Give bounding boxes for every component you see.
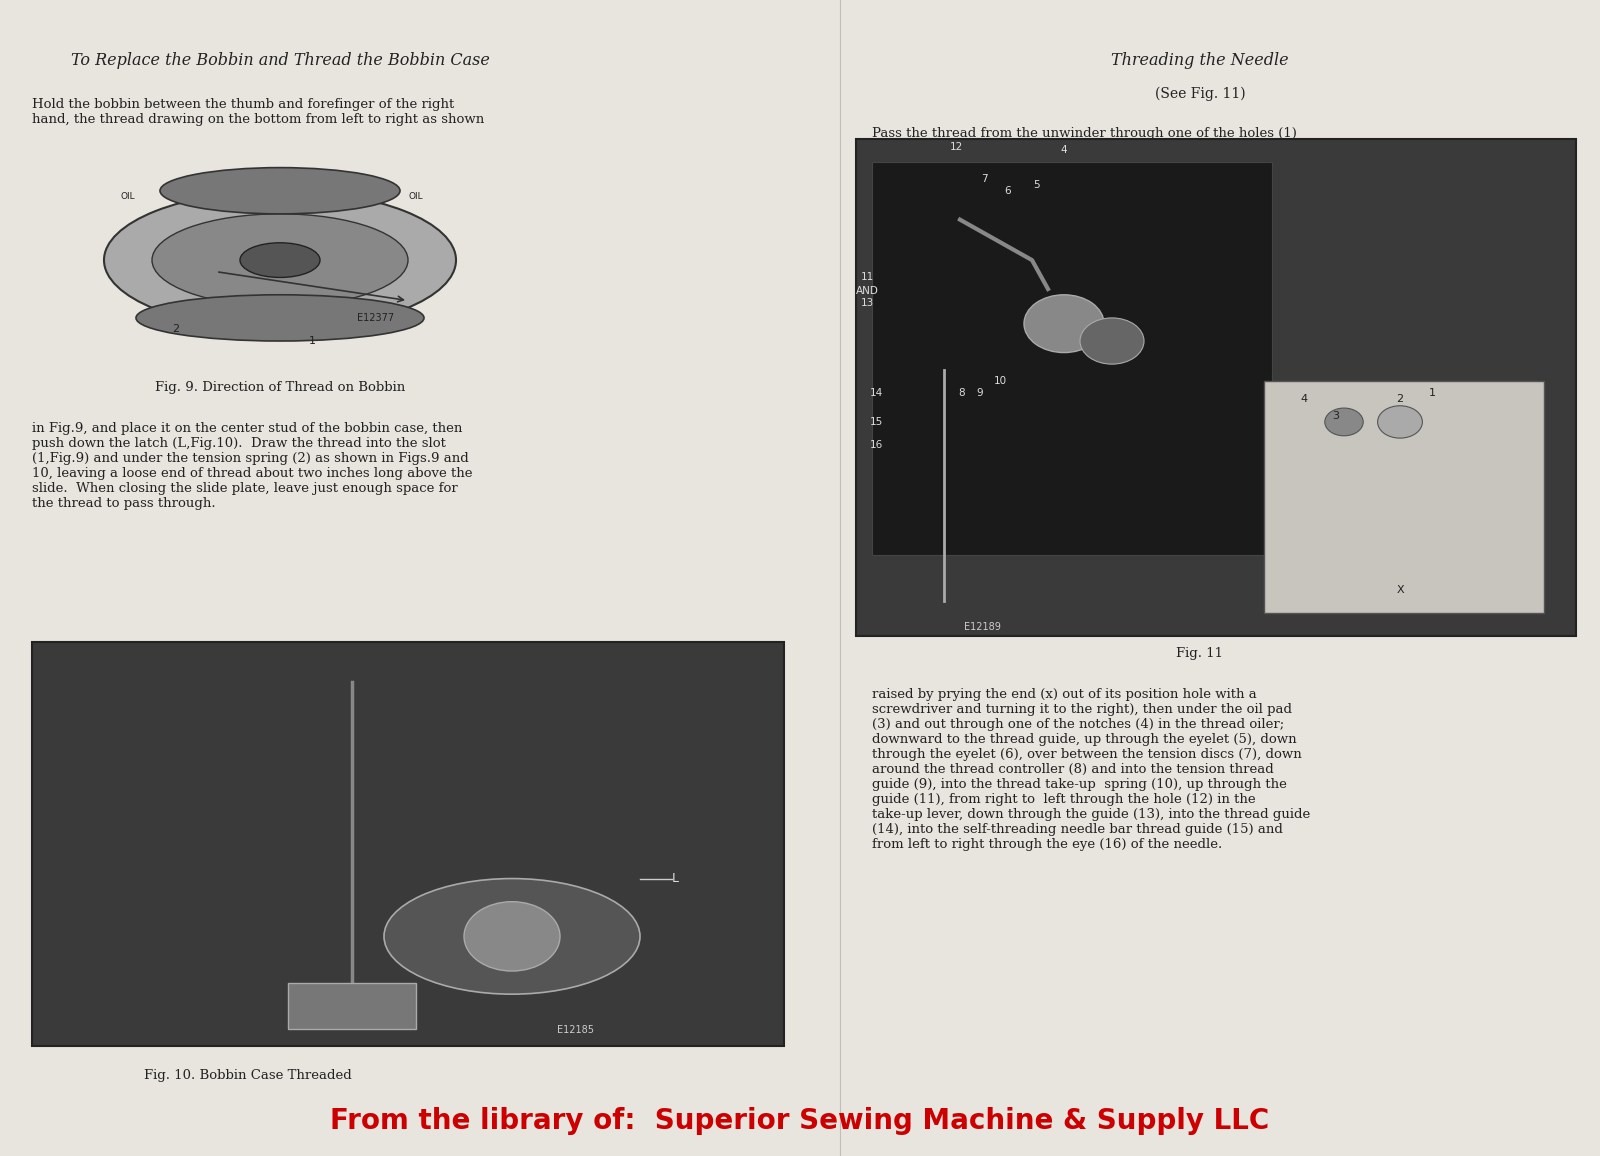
FancyBboxPatch shape <box>1264 381 1544 613</box>
FancyBboxPatch shape <box>872 162 1272 555</box>
Text: 4: 4 <box>1301 394 1307 403</box>
Text: raised by prying the end (x) out of its position hole with a
screwdriver and tur: raised by prying the end (x) out of its … <box>872 688 1310 851</box>
Circle shape <box>1080 318 1144 364</box>
Circle shape <box>1325 408 1363 436</box>
Text: 6: 6 <box>1005 186 1011 195</box>
Text: Pass the thread from the unwinder through one of the holes (1)
in the thread oil: Pass the thread from the unwinder throug… <box>872 127 1298 155</box>
Text: Fig. 11: Fig. 11 <box>1176 647 1224 660</box>
Text: 1: 1 <box>1429 388 1435 398</box>
Text: (See Fig. 11): (See Fig. 11) <box>1155 87 1245 101</box>
Ellipse shape <box>136 295 424 341</box>
Text: 2: 2 <box>1397 394 1403 403</box>
Circle shape <box>1024 295 1104 353</box>
FancyBboxPatch shape <box>856 139 1576 636</box>
Text: 14: 14 <box>870 388 883 398</box>
Ellipse shape <box>160 168 400 214</box>
Text: 7: 7 <box>981 175 987 184</box>
Text: Fig. 10. Bobbin Case Threaded: Fig. 10. Bobbin Case Threaded <box>144 1069 352 1082</box>
Text: AND: AND <box>856 287 878 296</box>
Text: 8: 8 <box>958 388 965 398</box>
Text: L: L <box>672 872 678 885</box>
Text: 1: 1 <box>309 336 315 346</box>
Text: E12377: E12377 <box>357 313 395 323</box>
Text: 3: 3 <box>1333 412 1339 421</box>
Circle shape <box>464 902 560 971</box>
Text: 12: 12 <box>950 142 963 151</box>
Text: E12189: E12189 <box>963 622 1002 632</box>
Text: X: X <box>1397 585 1403 594</box>
Text: 11: 11 <box>861 273 874 282</box>
FancyBboxPatch shape <box>32 642 784 1046</box>
Text: 4: 4 <box>1061 146 1067 155</box>
Circle shape <box>1378 406 1422 438</box>
FancyBboxPatch shape <box>288 983 416 1029</box>
Text: 15: 15 <box>870 417 883 427</box>
Text: in Fig.9, and place it on the center stud of the bobbin case, then
push down the: in Fig.9, and place it on the center stu… <box>32 422 472 510</box>
Text: 13: 13 <box>861 298 874 307</box>
Ellipse shape <box>152 214 408 306</box>
Text: 5: 5 <box>1034 180 1040 190</box>
Text: 16: 16 <box>870 440 883 450</box>
Text: Hold the bobbin between the thumb and forefinger of the right
hand, the thread d: Hold the bobbin between the thumb and fo… <box>32 98 485 126</box>
Text: 9: 9 <box>976 388 982 398</box>
Ellipse shape <box>104 191 456 329</box>
Text: OIL: OIL <box>408 192 424 201</box>
Text: From the library of:  Superior Sewing Machine & Supply LLC: From the library of: Superior Sewing Mac… <box>330 1107 1270 1135</box>
Text: 10: 10 <box>994 377 1006 386</box>
Text: Fig. 9. Direction of Thread on Bobbin: Fig. 9. Direction of Thread on Bobbin <box>155 381 405 394</box>
Text: Threading the Needle: Threading the Needle <box>1110 52 1290 69</box>
Text: OIL: OIL <box>120 192 136 201</box>
Ellipse shape <box>240 243 320 277</box>
Ellipse shape <box>384 879 640 994</box>
Text: 2: 2 <box>173 325 179 334</box>
Text: To Replace the Bobbin and Thread the Bobbin Case: To Replace the Bobbin and Thread the Bob… <box>70 52 490 69</box>
Text: E12185: E12185 <box>557 1024 595 1035</box>
